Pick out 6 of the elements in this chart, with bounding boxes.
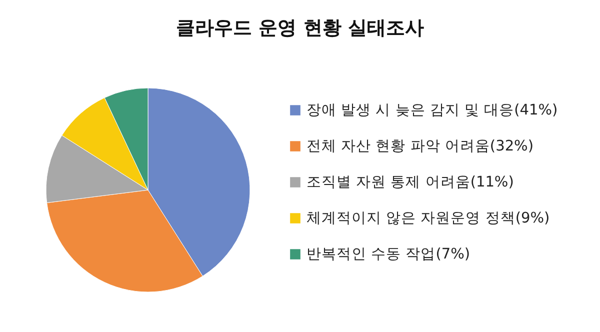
chart-title: 클라우드 운영 현황 실태조사: [176, 17, 424, 39]
legend-label: 반복적인 수동 작업(7%): [306, 246, 470, 262]
legend-label: 체계적이지 않은 자원운영 정책(9%): [306, 210, 550, 226]
legend-label: 조직별 자원 통제 어려움(11%): [306, 174, 514, 190]
legend-label: 장애 발생 시 늦은 감지 및 대응(41%): [306, 102, 558, 118]
legend-label: 전체 자산 현황 파악 어려움(32%): [306, 138, 534, 154]
